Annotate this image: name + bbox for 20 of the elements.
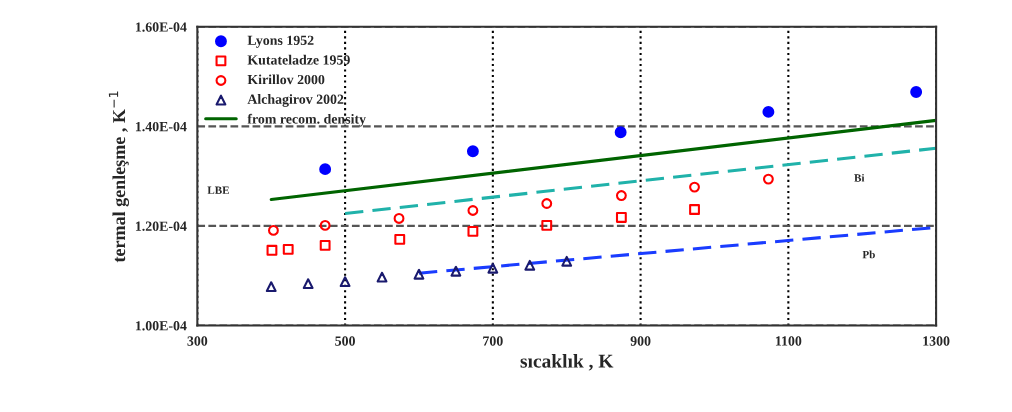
legend-label: Kirillov 2000 <box>247 74 325 85</box>
annotation: LBE <box>207 186 229 194</box>
x-tick-label: 300 <box>187 336 208 346</box>
y-axis-title: termal genleşme , K$^{−1}$ <box>108 91 129 263</box>
legend-label: Kutateladze 1959 <box>247 54 350 65</box>
x-tick-label: 500 <box>335 336 355 346</box>
y-tick-label: 1.60E-04 <box>135 22 187 32</box>
x-axis-title: sıcaklık , K <box>520 354 614 371</box>
y-tick-label: 1.40E-04 <box>135 121 187 132</box>
legend-label: from recom. density <box>247 113 366 127</box>
legend-label: Alchagirov 2002 <box>247 94 344 107</box>
x-tick-label: 1100 <box>775 336 802 346</box>
x-tick-label: 1300 <box>923 336 950 346</box>
y-tick-label: 1.00E-04 <box>135 321 187 331</box>
x-tick-label: 700 <box>483 336 503 346</box>
x-tick-label: 900 <box>630 336 651 346</box>
legend-label: Lyons 1952 <box>247 35 314 48</box>
series-label: Bi <box>854 173 865 182</box>
y-tick-label: 1.20E-04 <box>135 221 187 231</box>
series-label: Pb <box>862 250 875 259</box>
